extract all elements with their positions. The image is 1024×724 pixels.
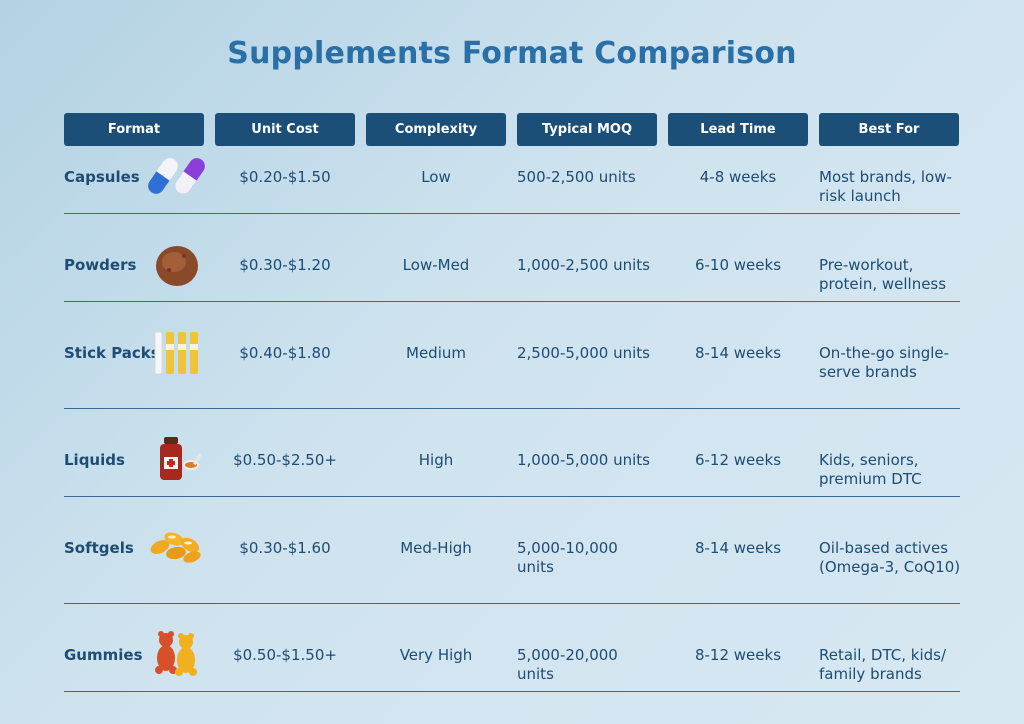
moq-cell: 1,000-2,500 units (517, 256, 650, 274)
table-row: Softgels $0.30-$1.60 Med-High 5,000-10,0… (64, 532, 960, 604)
best-for-cell: On-the-go single-serve brands (819, 344, 950, 381)
row-divider (64, 301, 960, 302)
best-for-cell: Kids, seniors, premium DTC (819, 451, 922, 488)
page-title: Supplements Format Comparison (227, 36, 797, 71)
header-lead-time: Lead Time (668, 113, 808, 146)
best-for-cell: Oil-based actives (Omega-3, CoQ10) (819, 539, 961, 576)
table-row: Liquids $0.50-$2.50+ High 1,000-5,000 un… (64, 437, 960, 497)
header-typical-moq: Typical MOQ (517, 113, 657, 146)
format-cell: Powders (64, 256, 137, 274)
moq-cell: 5,000-10,000 units (517, 539, 618, 576)
moq-cell: 2,500-5,000 units (517, 344, 650, 362)
complexity-cell: Medium (406, 344, 466, 362)
header-complexity: Complexity (366, 113, 506, 146)
table-row: Capsules $0.20-$1.50 Low 500-2,500 units… (64, 158, 960, 214)
table-row: Stick Packs $0.40-$1.80 Medium 2,500-5,0… (64, 331, 960, 409)
unit-cost-cell: $0.30-$1.60 (239, 539, 331, 557)
header-unit-cost: Unit Cost (215, 113, 355, 146)
best-for-cell: Most brands, low-risk launch (819, 168, 952, 205)
complexity-cell: Very High (399, 646, 473, 664)
powder-icon (156, 246, 198, 286)
unit-cost-cell: $0.50-$2.50+ (233, 451, 337, 469)
format-cell: Stick Packs (64, 344, 160, 362)
complexity-cell: Med-High (400, 539, 472, 557)
moq-cell: 5,000-20,000 units (517, 646, 618, 683)
unit-cost-cell: $0.30-$1.20 (239, 256, 331, 274)
format-cell: Softgels (64, 539, 134, 557)
gummy-bear-icon (155, 631, 197, 676)
row-divider (64, 496, 960, 497)
table-header: Format Unit Cost Complexity Typical MOQ … (64, 113, 960, 146)
row-divider (64, 691, 960, 692)
softgel-icon (150, 532, 201, 563)
best-for-cell: Pre-workout, protein, wellness (819, 256, 947, 293)
format-cell: Gummies (64, 646, 143, 664)
moq-cell: 1,000-5,000 units (517, 451, 650, 469)
complexity-cell: Low (421, 168, 451, 186)
unit-cost-cell: $0.20-$1.50 (239, 168, 331, 186)
format-cell: Capsules (64, 168, 140, 186)
lead-time-cell: 8-14 weeks (694, 539, 782, 557)
lead-time-cell: 8-14 weeks (694, 344, 782, 362)
moq-cell: 500-2,500 units (517, 168, 636, 186)
unit-cost-cell: $0.40-$1.80 (239, 344, 331, 362)
lead-time-cell: 4-8 weeks (699, 168, 777, 186)
unit-cost-cell: $0.50-$1.50+ (233, 646, 337, 664)
complexity-cell: High (418, 451, 454, 469)
row-divider (64, 603, 960, 604)
lead-time-cell: 8-12 weeks (694, 646, 782, 664)
lead-time-cell: 6-12 weeks (694, 451, 782, 469)
complexity-cell: Low-Med (402, 256, 470, 274)
header-format: Format (64, 113, 204, 146)
format-cell: Liquids (64, 451, 125, 469)
lead-time-cell: 6-10 weeks (694, 256, 782, 274)
table-row: Powders $0.30-$1.20 Low-Med 1,000-2,500 … (64, 246, 960, 302)
row-divider (64, 408, 960, 409)
table-row: Gummies $0.50-$1.50+ Very High 5,000-20,… (64, 631, 960, 692)
liquid-bottle-icon (160, 437, 202, 480)
header-best-for: Best For (819, 113, 959, 146)
stick-pack-icon (154, 331, 198, 375)
best-for-cell: Retail, DTC, kids/ family brands (819, 646, 947, 683)
row-divider (64, 213, 960, 214)
capsule-icon (148, 158, 205, 194)
